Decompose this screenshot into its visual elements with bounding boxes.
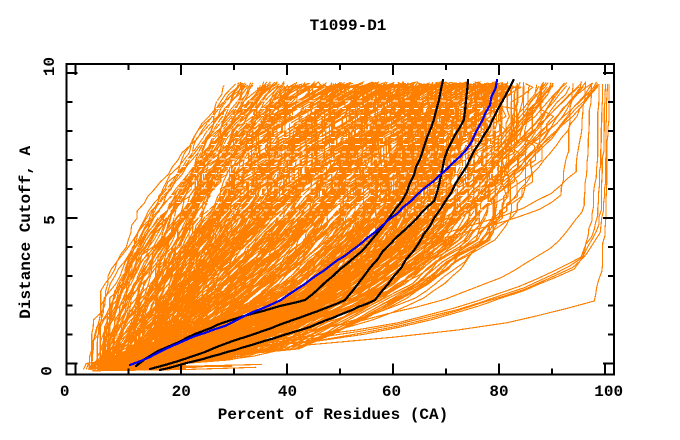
svg-text:Percent of Residues (CA): Percent of Residues (CA) bbox=[218, 406, 448, 424]
svg-text:20: 20 bbox=[172, 383, 191, 401]
svg-text:100: 100 bbox=[594, 383, 623, 401]
svg-text:60: 60 bbox=[382, 383, 401, 401]
svg-text:0: 0 bbox=[60, 383, 70, 401]
svg-text:Distance Cutoff, A: Distance Cutoff, A bbox=[17, 145, 35, 318]
svg-text:0: 0 bbox=[39, 366, 57, 376]
svg-text:40: 40 bbox=[278, 383, 297, 401]
svg-text:10: 10 bbox=[41, 57, 59, 76]
svg-text:T1099-D1: T1099-D1 bbox=[310, 17, 387, 35]
svg-text:80: 80 bbox=[489, 383, 508, 401]
svg-text:5: 5 bbox=[42, 215, 60, 225]
